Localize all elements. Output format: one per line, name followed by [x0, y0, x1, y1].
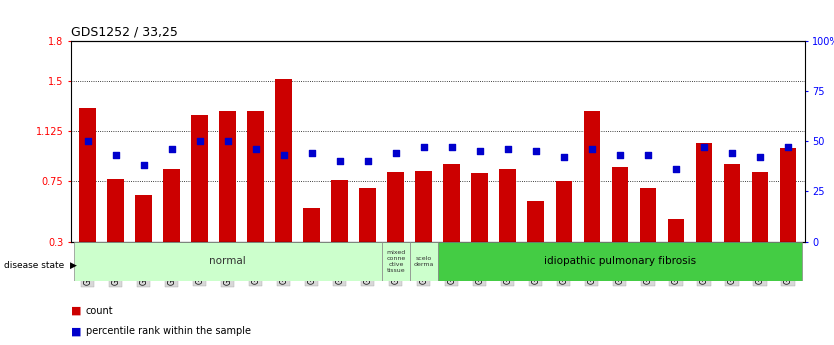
- FancyBboxPatch shape: [382, 241, 409, 281]
- Point: [530, 149, 543, 154]
- Text: mixed
conne
ctive
tissue: mixed conne ctive tissue: [386, 250, 405, 273]
- Bar: [667, 219, 685, 241]
- Text: normal: normal: [209, 256, 246, 266]
- Point: [473, 149, 486, 154]
- Text: percentile rank within the sample: percentile rank within the sample: [86, 326, 251, 336]
- Point: [277, 153, 290, 158]
- Point: [389, 151, 403, 156]
- Bar: [191, 115, 208, 242]
- Point: [781, 145, 795, 150]
- Bar: [135, 195, 152, 242]
- Bar: [527, 201, 545, 242]
- Bar: [611, 167, 628, 242]
- Bar: [584, 111, 600, 242]
- Bar: [724, 164, 741, 242]
- Bar: [275, 79, 292, 242]
- Point: [613, 153, 626, 158]
- Bar: [780, 148, 796, 242]
- Bar: [163, 169, 180, 242]
- Text: ■: ■: [71, 306, 82, 315]
- Point: [501, 147, 515, 152]
- Bar: [696, 143, 712, 241]
- Bar: [500, 169, 516, 242]
- Point: [585, 147, 599, 152]
- Text: GDS1252 / 33,25: GDS1252 / 33,25: [71, 26, 178, 39]
- Bar: [359, 188, 376, 241]
- Bar: [471, 174, 488, 242]
- Point: [669, 167, 682, 172]
- Point: [726, 151, 739, 156]
- Bar: [415, 171, 432, 242]
- Point: [109, 153, 123, 158]
- Bar: [219, 111, 236, 242]
- Point: [193, 139, 207, 144]
- Point: [417, 145, 430, 150]
- Bar: [555, 181, 572, 241]
- Text: ■: ■: [71, 326, 82, 336]
- Bar: [331, 180, 349, 241]
- Bar: [304, 208, 320, 242]
- Point: [249, 147, 263, 152]
- Text: idiopathic pulmonary fibrosis: idiopathic pulmonary fibrosis: [544, 256, 696, 266]
- Bar: [79, 108, 96, 242]
- Point: [81, 139, 94, 144]
- FancyBboxPatch shape: [438, 241, 802, 281]
- Text: count: count: [86, 306, 113, 315]
- Bar: [444, 164, 460, 242]
- Text: disease state  ▶: disease state ▶: [4, 260, 77, 269]
- Point: [753, 155, 766, 160]
- Point: [305, 151, 319, 156]
- Bar: [248, 111, 264, 242]
- FancyBboxPatch shape: [73, 241, 382, 281]
- FancyBboxPatch shape: [409, 241, 438, 281]
- Bar: [388, 172, 404, 242]
- Text: scelo
derma: scelo derma: [414, 256, 434, 267]
- Point: [137, 163, 150, 168]
- Bar: [640, 188, 656, 241]
- Point: [221, 139, 234, 144]
- Bar: [751, 172, 768, 242]
- Point: [641, 153, 655, 158]
- Bar: [108, 179, 124, 242]
- Point: [361, 159, 374, 164]
- Point: [697, 145, 711, 150]
- Point: [557, 155, 570, 160]
- Point: [445, 145, 459, 150]
- Point: [165, 147, 178, 152]
- Point: [333, 159, 346, 164]
